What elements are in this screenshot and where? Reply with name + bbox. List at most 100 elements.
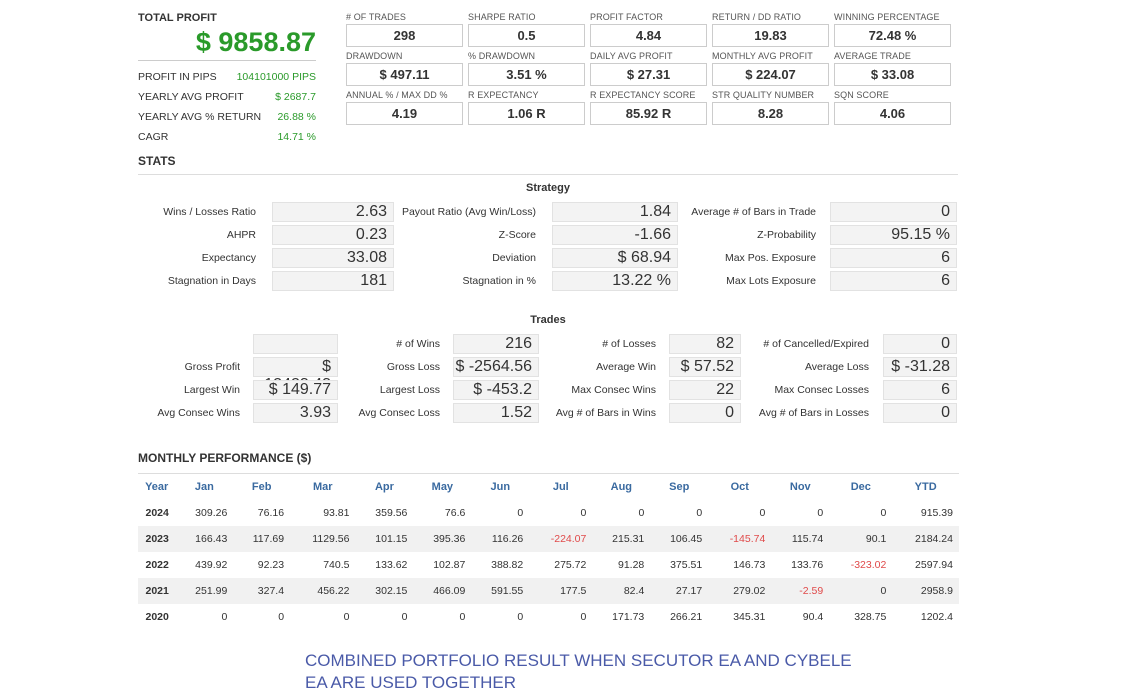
metric-card: ANNUAL % / MAX DD % 4.19 (346, 90, 464, 125)
monthly-header-row: Year Jan Feb Mar Apr May Jun Jul Aug Sep Oct Nov Dec… (138, 473, 959, 500)
trade-stat-label: Avg Consec Wins (157, 407, 240, 419)
trade-stat-label: Avg Consec Loss (358, 407, 440, 419)
month-value-cell: 0 (278, 611, 285, 623)
trade-stat-value: 22 (669, 380, 741, 400)
stat-value: 95.15 % (830, 225, 957, 245)
metric-card: DAILY AVG PROFIT $ 27.31 (590, 51, 708, 86)
metric-card: SHARPE RATIO 0.5 (468, 12, 586, 47)
metric-value: 4.84 (590, 24, 707, 47)
trade-stat-label: # of Cancelled/Expired (763, 338, 869, 350)
table-row: 2020 0 0 0 0 0 0 0 171.73 266.21 345.31 90.4 328.75 1… (138, 604, 959, 630)
metric-value: $ 33.08 (834, 63, 951, 86)
month-value-cell: 456.22 (290, 578, 356, 604)
month-value-cell: -2.59 (771, 578, 830, 604)
stat-label: Max Pos. Exposure (724, 252, 816, 264)
year-cell: 2021 (138, 578, 176, 604)
month-value-cell: 117.69 (233, 526, 291, 552)
month-value-cell: 439.92 (195, 559, 228, 571)
metric-card: WINNING PERCENTAGE 72.48 % (834, 12, 952, 47)
monthly-header-cell: Jan (175, 473, 234, 500)
table-row: 2023 166.43 117.69 1129.56 101.15 395.36 116.2… (138, 526, 959, 552)
month-value-cell: 106.45 (650, 526, 709, 552)
monthly-header-cell: Apr (355, 473, 414, 500)
stat-value: 2.63 (272, 202, 394, 222)
monthly-header-cell: Nov (771, 473, 830, 500)
trade-stat-value (253, 334, 338, 354)
month-value-cell: 309.26 (195, 507, 228, 519)
metric-label: SHARPE RATIO (468, 12, 536, 22)
monthly-header-cell: May (413, 473, 472, 500)
metric-label: # OF TRADES (346, 12, 406, 22)
month-value-cell: 279.02 (708, 578, 772, 604)
trade-stat-value: $ -2564.56 (453, 357, 539, 377)
stat-value: 0.23 (272, 225, 394, 245)
stat-label: Deviation (492, 252, 536, 264)
metric-label: DAILY AVG PROFIT (590, 51, 673, 61)
metric-label: R EXPECTANCY (468, 90, 539, 100)
metric-label: R EXPECTANCY SCORE (590, 90, 696, 100)
trade-stat-label: Largest Loss (379, 384, 440, 396)
month-value-cell: 166.43 (175, 526, 234, 552)
metric-value: $ 497.11 (346, 63, 463, 86)
metric-card: STR QUALITY NUMBER 8.28 (712, 90, 830, 125)
stat-label: Expectancy (201, 252, 256, 264)
divider (138, 174, 958, 175)
monthly-header-cell: Jul (529, 473, 593, 500)
metric-value: 1.06 R (468, 102, 585, 125)
monthly-title: MONTHLY PERFORMANCE ($) (138, 451, 312, 465)
month-value-cell: 92.23 (257, 559, 285, 571)
trade-stat-value: 216 (453, 334, 539, 354)
trade-stat-value: $ -453.2 (453, 380, 539, 400)
month-value-cell: 91.28 (618, 559, 645, 571)
strategy-title: Strategy (525, 182, 571, 194)
month-value-cell: 101.15 (355, 526, 414, 552)
stat-label: AHPR (226, 229, 256, 241)
summary-item: CAGR 14.71 % (138, 127, 316, 147)
metric-label: ANNUAL % / MAX DD % (346, 90, 448, 100)
trade-stat-label: Gross Profit (184, 361, 240, 373)
month-value-cell: 915.39 (920, 507, 953, 519)
monthly-header-cell: Aug (592, 473, 651, 500)
month-value-cell: 76.6 (444, 507, 466, 519)
stat-value: $ 68.94 (552, 248, 678, 268)
trade-stat-value: $ 149.77 (253, 380, 338, 400)
month-value-cell: 388.82 (491, 559, 524, 571)
summary-item-label: YEARLY AVG PROFIT (138, 91, 244, 103)
month-value-cell: -323.02 (850, 559, 887, 571)
summary-item-label: PROFIT IN PIPS (138, 71, 217, 83)
metric-label: % DRAWDOWN (468, 51, 536, 61)
caption-line-2: EA ARE USED TOGETHER (305, 673, 516, 692)
year-cell: 2020 (145, 611, 169, 623)
metric-value: 4.06 (834, 102, 951, 125)
month-value-cell: 345.31 (733, 611, 766, 623)
trade-stat-label: Average Win (596, 361, 656, 373)
trade-stat-label (138, 334, 248, 354)
month-value-cell: 395.36 (413, 526, 472, 552)
month-value-cell: 327.4 (233, 578, 291, 604)
trade-stat-label: Avg # of Bars in Losses (758, 407, 869, 419)
metric-value: 8.28 (712, 102, 829, 125)
table-row: 2022 439.92 92.23 740.5 133.62 102.87 388.82 27… (138, 552, 959, 578)
summary-item-value: $ 2687.7 (275, 91, 316, 103)
trade-stat-label: Largest Win (183, 384, 240, 396)
monthly-header-cell: Feb (233, 473, 291, 500)
metric-value: $ 224.07 (712, 63, 829, 86)
stat-label: Stagnation in Days (167, 275, 256, 287)
summary-item: PROFIT IN PIPS 104101000 PIPS (138, 67, 316, 87)
month-value-cell: 27.17 (650, 578, 709, 604)
monthly-header-cell: Mar (290, 473, 356, 500)
trade-stat-label: Max Consec Wins (571, 384, 656, 396)
month-value-cell: 133.76 (791, 559, 824, 571)
monthly-header-cell: Year (138, 473, 176, 500)
month-value-cell: 0 (696, 507, 703, 519)
stat-value: 13.22 % (552, 271, 678, 291)
metric-value: 3.51 % (468, 63, 585, 86)
month-value-cell: 0 (580, 611, 587, 623)
month-value-cell: 0 (759, 507, 766, 519)
trade-stat-value: 82 (669, 334, 741, 354)
metric-value: 0.5 (468, 24, 585, 47)
trade-stat-label: Gross Loss (386, 361, 440, 373)
month-value-cell: 0 (517, 611, 524, 623)
month-value-cell: 90.4 (802, 611, 824, 623)
metric-value: 72.48 % (834, 24, 951, 47)
